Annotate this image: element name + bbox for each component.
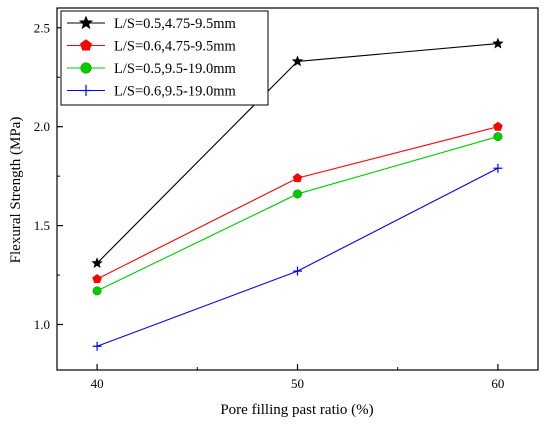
- data-point: [492, 37, 504, 49]
- data-point: [291, 55, 304, 67]
- series-group: [91, 37, 504, 351]
- axis-ticks: 1.0 1.5 2.0 2.5 40 50 60: [34, 20, 505, 391]
- legend-entry: L/S=0.6,4.75-9.5mm: [67, 39, 236, 55]
- legend-entry: L/S=0.6,9.5-19.0mm: [67, 84, 236, 100]
- legend-label: L/S=0.5,9.5-19.0mm: [114, 61, 236, 77]
- legend-marker: [78, 15, 94, 30]
- x-tick-label: 40: [91, 376, 104, 391]
- legend-entry: L/S=0.5,4.75-9.5mm: [67, 15, 236, 32]
- legend-marker: [80, 84, 92, 97]
- data-point: [91, 257, 103, 269]
- series-2: [92, 121, 503, 284]
- data-point: [292, 173, 303, 183]
- legend-marker: [80, 62, 92, 74]
- x-tick-label: 50: [291, 376, 304, 391]
- legend-label: L/S=0.6,4.75-9.5mm: [114, 39, 236, 55]
- legend: L/S=0.5,4.75-9.5mm L/S=0.6,4.75-9.5mm L/S=…: [60, 10, 269, 106]
- data-point: [92, 274, 102, 284]
- data-point: [493, 132, 503, 142]
- y-axis-label: Flexural Strength (MPa): [8, 117, 24, 264]
- legend-label: L/S=0.5,4.75-9.5mm: [114, 16, 236, 32]
- data-point: [493, 121, 503, 131]
- data-point: [92, 286, 102, 296]
- data-point: [92, 341, 102, 351]
- data-point: [292, 189, 302, 199]
- legend-entry: L/S=0.5,9.5-19.0mm: [67, 61, 236, 77]
- y-tick-label: 2.5: [34, 20, 50, 35]
- x-tick-label: 60: [491, 376, 504, 391]
- legend-marker: [80, 39, 92, 51]
- data-point: [493, 163, 503, 173]
- data-point: [293, 266, 302, 276]
- legend-label: L/S=0.6,9.5-19.0mm: [114, 84, 236, 100]
- series-3: [92, 132, 503, 296]
- legend-box: [60, 10, 269, 106]
- y-tick-label: 2.0: [34, 119, 50, 134]
- series-1: [91, 37, 504, 269]
- y-tick-label: 1.5: [34, 218, 50, 233]
- x-axis-label: Pore filling past ratio (%): [220, 402, 373, 418]
- y-tick-label: 1.0: [34, 317, 50, 332]
- series-4: [92, 163, 503, 351]
